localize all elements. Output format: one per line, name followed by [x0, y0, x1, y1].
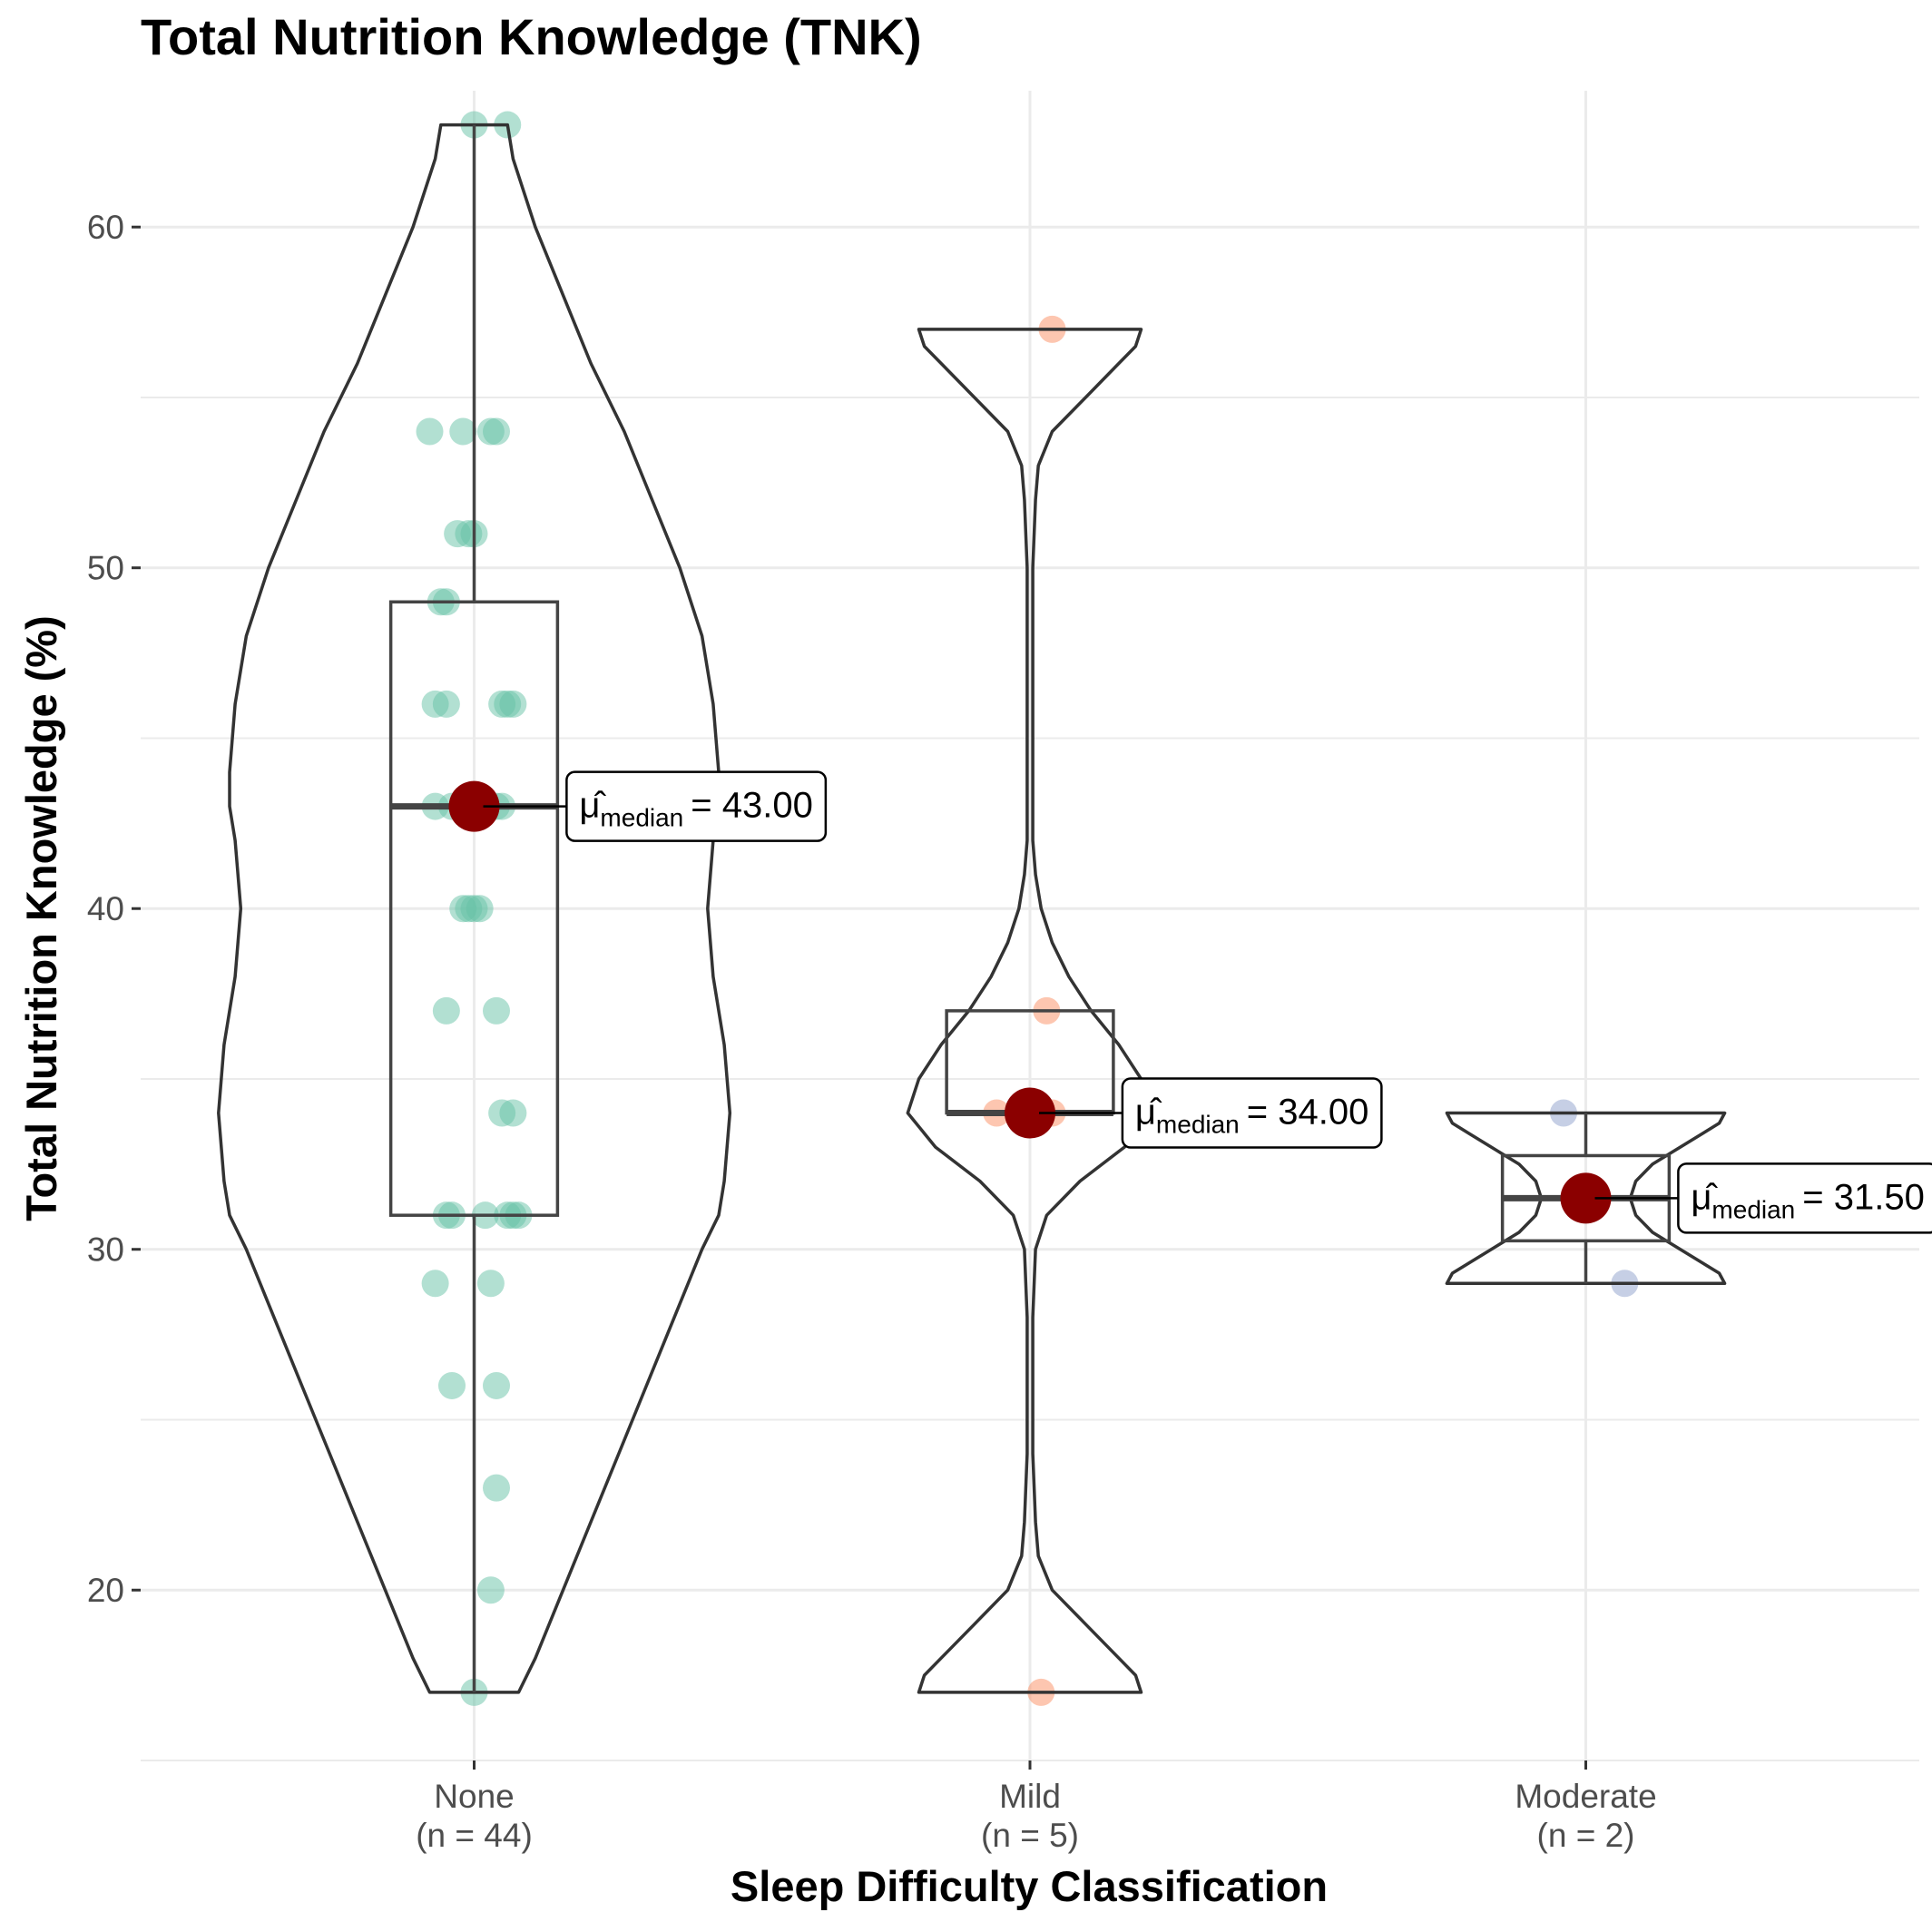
median-label-value: = 31.50	[1802, 1177, 1925, 1217]
median-label-box	[1121, 1077, 1383, 1149]
y-tick-label: 30	[87, 1231, 124, 1269]
x-tick-label: Moderate	[1515, 1778, 1656, 1815]
median-label-text: μ̂median = 31.50	[1691, 1177, 1924, 1223]
data-point	[483, 417, 510, 446]
median-label-box	[565, 770, 828, 842]
grid	[141, 91, 1919, 1761]
y-axis: 20 30 40 50 60	[87, 209, 141, 1609]
data-point	[483, 1371, 510, 1399]
median-label-value: = 34.00	[1247, 1093, 1369, 1133]
data-point	[476, 1576, 505, 1604]
data-point	[483, 1474, 510, 1502]
x-axis-title: Sleep Difficulty Classification	[731, 1862, 1328, 1910]
y-tick-label: 40	[87, 890, 124, 927]
median-point	[1560, 1172, 1612, 1224]
data-point	[438, 1371, 466, 1399]
data-point	[455, 520, 483, 548]
median-label: μ̂median = 31.50	[1677, 1162, 1932, 1234]
median-label-box	[1677, 1162, 1932, 1234]
violin	[217, 123, 732, 1694]
median-label-text: μ̂median = 34.00	[1135, 1093, 1368, 1139]
data-point	[499, 690, 527, 718]
median-label: μ̂median = 43.00	[565, 770, 828, 842]
data-point	[455, 895, 483, 923]
x-tick-count: (n = 5)	[981, 1817, 1079, 1854]
chart-title: Total Nutrition Knowledge (TNK)	[141, 8, 922, 65]
x-tick-label: None	[434, 1778, 514, 1815]
median-label-value: = 43.00	[691, 786, 813, 826]
plot-panel: μ̂median = 43.00μ̂median = 34.00μ̂median = …	[217, 111, 1932, 1706]
y-axis-title: Total Nutrition Knowledge (%)	[17, 615, 65, 1221]
median-point	[1005, 1087, 1055, 1139]
median-label: μ̂median = 34.00	[1121, 1077, 1383, 1149]
data-point	[499, 1099, 527, 1127]
violin	[906, 328, 1154, 1694]
data-point	[483, 996, 510, 1025]
median-label-sub: median	[1156, 1111, 1240, 1139]
group-none: μ̂median = 43.00	[217, 111, 828, 1706]
median-point	[448, 780, 500, 832]
median-label-sub: median	[600, 804, 683, 832]
group-mild: μ̂median = 34.00	[906, 315, 1383, 1706]
x-tick-count: (n = 44)	[416, 1817, 533, 1854]
data-point	[416, 417, 444, 446]
x-tick-count: (n = 2)	[1537, 1817, 1635, 1854]
box	[388, 600, 560, 1217]
data-point	[432, 690, 460, 718]
y-tick-label: 60	[87, 209, 124, 246]
data-point	[421, 1270, 449, 1298]
violin	[1445, 1111, 1727, 1286]
data-point	[432, 996, 460, 1025]
data-point	[449, 417, 477, 446]
group-moderate: μ̂median = 31.50	[1445, 1099, 1932, 1298]
x-tick-label: Mild	[999, 1778, 1061, 1815]
median-label-sub: median	[1711, 1195, 1795, 1223]
y-tick-label: 50	[87, 550, 124, 587]
data-point	[476, 1270, 505, 1298]
x-axis: None(n = 44) Mild(n = 5) Moderate(n = 2)	[416, 1760, 1657, 1854]
median-label-text: μ̂median = 43.00	[579, 786, 812, 832]
y-tick-label: 20	[87, 1572, 124, 1609]
